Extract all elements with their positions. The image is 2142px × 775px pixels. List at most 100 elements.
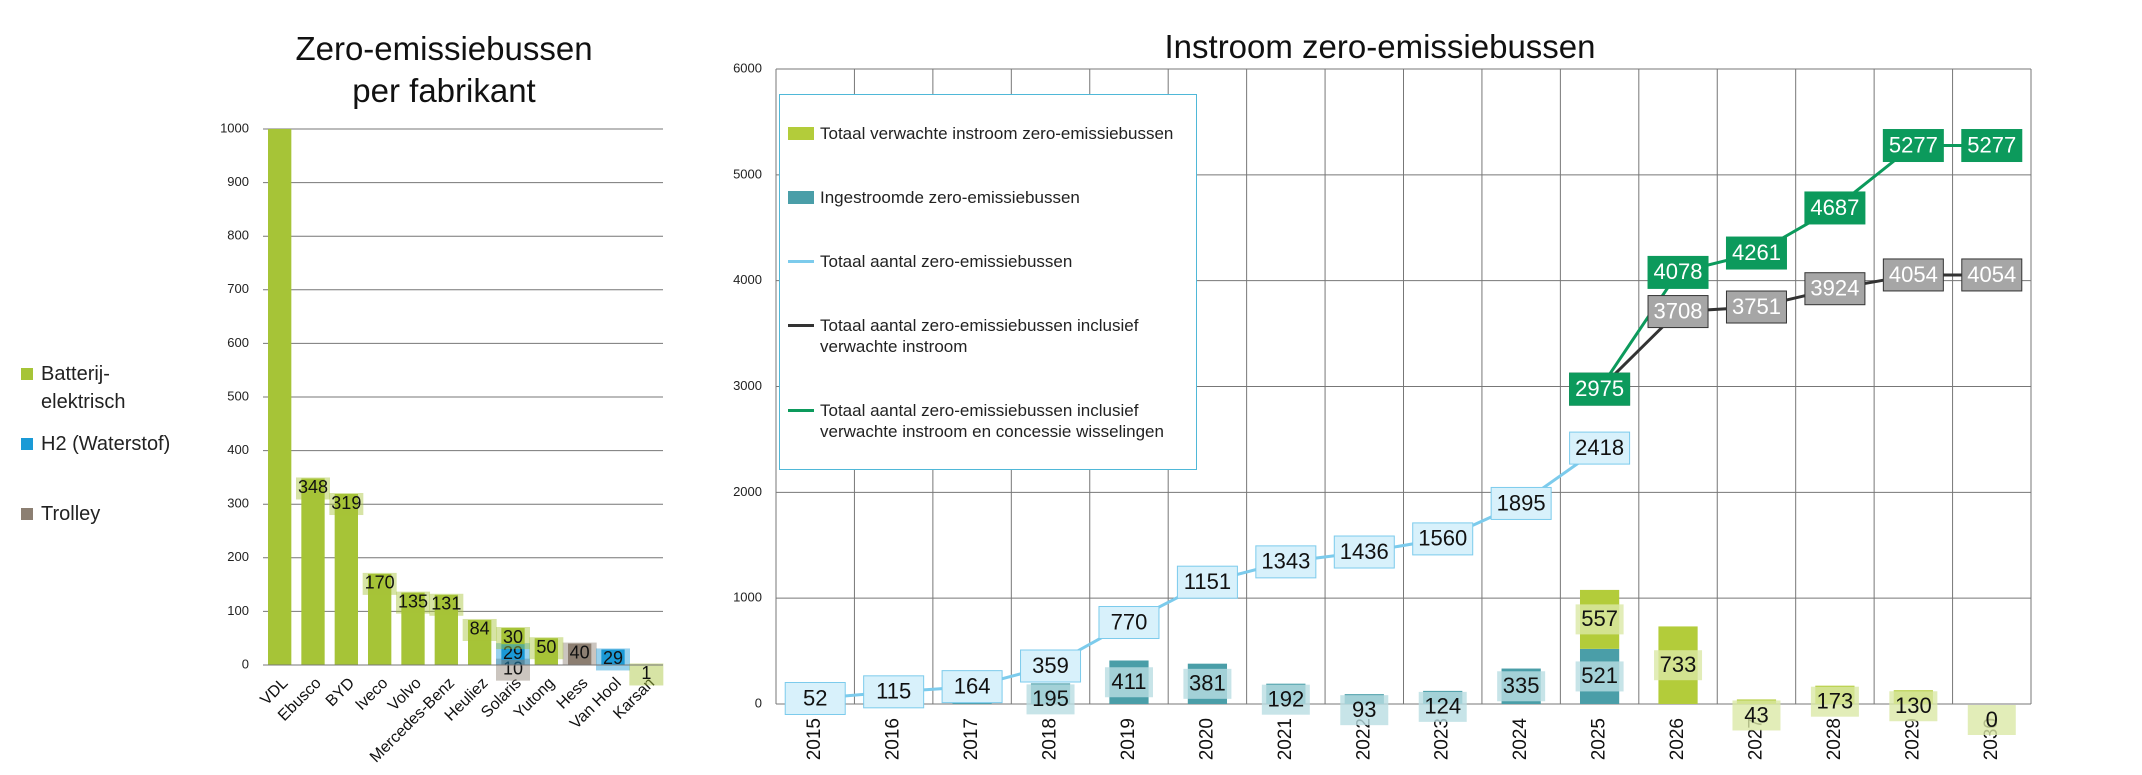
data-label: 521 [1581,663,1618,688]
bar-segment [434,594,458,665]
data-label-box [1882,129,1944,163]
y-tick-label: 400 [227,442,249,457]
data-label: 4687 [1810,195,1859,220]
data-label-box [562,642,597,665]
x-tick-label: 2024 [1510,718,1531,761]
data-label-box [1026,684,1075,715]
bar-segment [534,638,558,665]
x-tick-label: 2019 [1118,718,1139,760]
y-tick-label: 600 [227,335,249,350]
data-label: 4078 [1654,259,1703,284]
data-label-box [1104,667,1153,698]
legend-swatch [788,190,814,204]
data-label-box [1333,535,1395,569]
bar-segment [401,592,425,665]
y-tick-label: 200 [227,549,249,564]
data-label: 164 [954,673,991,698]
data-label-box [529,637,564,660]
data-label-box [941,670,1003,704]
data-label-box [1569,372,1631,406]
data-label-box [1810,686,1859,717]
data-label: 1151 [1184,569,1231,594]
data-label: 381 [1189,671,1226,696]
bar-segment [568,643,592,665]
data-label: 1895 [1497,490,1546,515]
data-label: 2975 [1575,376,1624,401]
legend-item: Batterij-elektrisch [21,360,191,416]
data-label-box [1261,684,1310,715]
data-label: 170 [365,573,395,593]
y-tick-label: 100 [227,603,249,618]
legend-label: H2 (Waterstof) [41,433,171,455]
data-label: 52 [803,685,827,710]
x-tick-label: 2026 [1667,718,1688,760]
x-tick-label: Iveco [352,675,391,714]
bar-segment [501,659,525,665]
data-label-box [496,658,530,681]
y-tick-label: 500 [227,388,249,403]
data-label: 135 [398,591,428,611]
data-label: 84 [470,619,490,639]
data-label-box [1654,650,1703,681]
data-label: 10 [503,658,523,678]
data-label-box [496,643,530,666]
data-label-box [296,477,330,500]
data-label: 195 [1032,686,1069,711]
legend-swatch [21,368,33,380]
data-label: 1436 [1340,539,1389,564]
data-label-box [329,493,364,516]
data-label: 29 [603,648,623,668]
bar-segment [601,649,625,665]
y-tick-label: 0 [242,656,249,671]
data-label: 93 [1352,697,1376,722]
data-label-box [362,572,397,595]
bar-segment [468,619,492,665]
legend-item: Totaal verwachte instroom zero-emissiebu… [788,123,1188,144]
x-tick-label: 2028 [1824,718,1845,760]
bar-segment [501,644,525,660]
data-label-box [496,627,530,650]
data-label: 348 [298,477,328,497]
legend: Totaal verwachte instroom zero-emissiebu… [779,94,1197,470]
data-label-box [1418,691,1467,722]
data-label: 3751 [1732,294,1781,319]
data-label-box [1647,255,1709,289]
data-label: 0 [1986,707,1998,732]
data-label-box [1967,705,2016,735]
data-label: 50 [536,637,556,657]
data-label: 3924 [1810,276,1859,301]
legend-swatch [788,126,814,140]
data-label-box [1961,129,2023,163]
data-label-box [1961,258,2023,292]
data-label: 411 [1111,669,1146,694]
data-label-box [462,618,497,641]
y-tick-label: 6000 [733,60,762,75]
data-label-box [429,593,464,616]
data-label: 335 [1503,673,1540,698]
data-label: 4054 [1967,262,2016,287]
data-label-box [1804,191,1866,225]
data-label: 1 [641,663,651,683]
legend-item: Trolley [21,500,191,528]
y-tick-label: 900 [227,174,249,189]
data-label: 557 [1581,606,1618,631]
legend-item: Totaal aantal zero-emissiebussen inclusi… [788,315,1188,357]
y-tick-label: 3000 [733,378,762,393]
y-tick-label: 5000 [733,166,762,181]
chart-title: Instroom zero-emissiebussen [1164,28,1596,65]
data-label-box [1183,668,1232,699]
legend-label: Totaal aantal zero-emissiebussen inclusi… [820,400,1164,441]
data-label-box [1340,695,1389,726]
x-tick-label: 2016 [883,718,904,760]
legend-item: H2 (Waterstof) [21,430,191,458]
legend-swatch [788,323,814,327]
data-label: 40 [570,642,590,662]
data-label: 359 [1032,653,1069,678]
y-tick-label: 800 [227,228,249,243]
x-tick-label: 2022 [1353,718,1374,760]
legend-item: Totaal aantal zero-emissiebussen inclusi… [788,400,1188,442]
chart-title: Zero-emissiebussen per fabrikant [295,30,593,109]
x-tick-label: 2021 [1275,718,1296,760]
data-label: 770 [1111,609,1148,634]
data-label: 173 [1817,689,1854,714]
